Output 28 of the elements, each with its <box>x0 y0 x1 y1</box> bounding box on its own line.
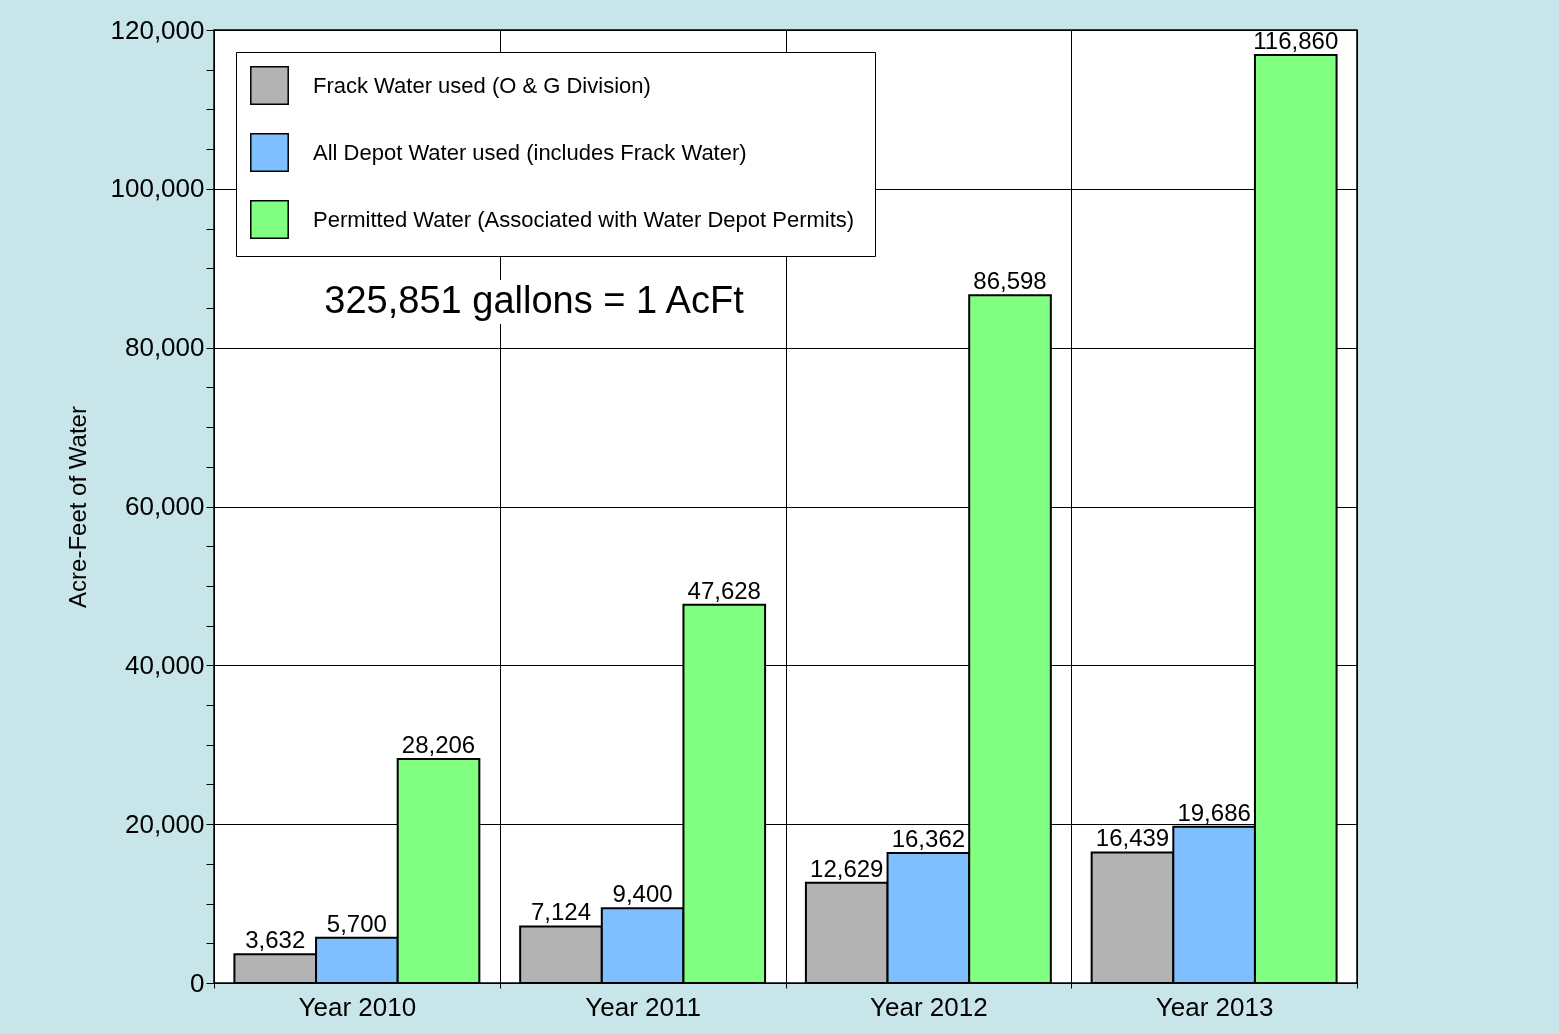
y-tick-label: 0 <box>190 967 205 998</box>
x-tick-label: Year 2012 <box>870 991 988 1022</box>
data-label: 16,362 <box>891 825 966 853</box>
y-tick-label: 80,000 <box>124 332 205 363</box>
data-label: 19,686 <box>1177 798 1251 826</box>
data-label: 116,860 <box>1253 26 1339 54</box>
x-tick-label: Year 2011 <box>585 991 701 1022</box>
y-tick-label: 20,000 <box>124 808 205 839</box>
legend-label: All Depot Water used (includes Frack Water) <box>313 139 747 165</box>
legend-label: Permitted Water (Associated with Water Depot Permits) <box>313 206 855 232</box>
x-tick-label: Year 2010 <box>298 991 417 1022</box>
y-axis-title: Acre-Feet of Water <box>63 406 91 608</box>
x-tick-label: Year 2013 <box>1155 991 1274 1022</box>
y-tick-label: 40,000 <box>124 649 205 680</box>
legend-label: Frack Water used (O & G Division) <box>313 72 651 98</box>
data-label: 16,439 <box>1095 824 1170 852</box>
y-tick-label: 100,000 <box>110 173 205 204</box>
annotation: 325,851 gallons = 1 AcFt <box>324 279 745 321</box>
data-label: 9,400 <box>612 880 673 908</box>
data-label: 5,700 <box>326 909 387 937</box>
data-label: 7,124 <box>530 898 592 926</box>
data-label: 12,629 <box>810 854 884 882</box>
y-tick-label: 60,000 <box>124 491 205 521</box>
data-label: 3,632 <box>245 926 306 954</box>
data-label: 86,598 <box>973 267 1047 295</box>
data-label: 28,206 <box>401 731 476 758</box>
data-label: 47,628 <box>687 576 761 604</box>
y-tick-label: 120,000 <box>110 14 205 45</box>
